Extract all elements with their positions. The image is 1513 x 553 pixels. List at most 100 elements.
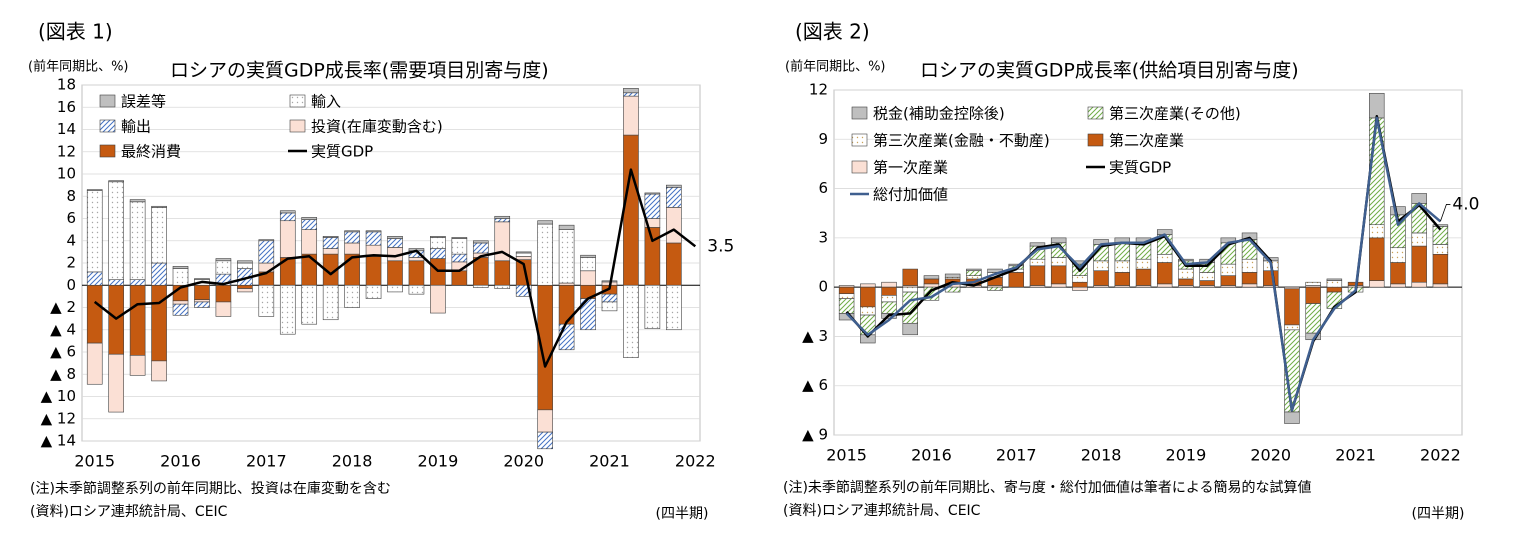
bar-segment: [1369, 237, 1385, 281]
bar-segment: [537, 409, 553, 433]
bar-segment: [558, 323, 575, 351]
bar-segment: [1326, 278, 1343, 281]
bar-segment: [344, 231, 360, 244]
bar-segment: [558, 282, 575, 286]
bar-segment: [129, 199, 146, 203]
bar-segment: [108, 279, 124, 286]
bar-segment: [1411, 193, 1427, 204]
figure-label: (図表 1): [38, 20, 113, 44]
bar-segment: [1390, 283, 1406, 288]
y-tick-label: 8: [66, 187, 76, 205]
y-tick-label: 3: [818, 228, 828, 246]
bar-segment: [860, 286, 876, 308]
bar-segment: [408, 260, 425, 286]
bar-segment: [215, 301, 232, 317]
legend-label: 総付加価値: [873, 186, 948, 204]
bar-segment: [344, 242, 360, 255]
y-tick-label: ▲ 9: [802, 426, 828, 444]
bar-segment: [365, 284, 382, 299]
legend-swatch: [99, 94, 116, 108]
bar-segment: [151, 207, 167, 264]
bar-segment: [666, 242, 682, 286]
bar-segment: [194, 301, 210, 308]
bar-segment: [344, 284, 360, 308]
x-tick-label: 2019: [1166, 446, 1207, 465]
legend-label: 実質GDP: [311, 143, 373, 161]
bar-segment: [1305, 286, 1321, 304]
bar-segment: [1156, 283, 1173, 288]
bar-segment: [881, 301, 897, 314]
bar-segment: [86, 271, 103, 286]
bar-segment: [215, 258, 232, 262]
bar-segment: [151, 360, 167, 382]
bar-segment: [258, 240, 275, 264]
y-tick-label: 4: [66, 231, 76, 249]
bar-segment: [365, 231, 382, 246]
x-tick-label: 2020: [503, 452, 544, 471]
bar-segment: [151, 284, 167, 362]
bar-segment: [537, 220, 553, 225]
legend-label: 投資(在庫変動含む): [311, 118, 443, 136]
bar-segment: [451, 270, 468, 286]
annotation: 4.0: [1452, 194, 1479, 214]
bar-segment: [558, 229, 575, 284]
y-tick-label: 0: [818, 278, 828, 296]
bar-segment: [1432, 244, 1449, 255]
bar-segment: [1241, 283, 1258, 288]
chart-title: ロシアの実質GDP成長率(需要項目別寄与度): [170, 60, 549, 82]
y-tick-label: 10: [57, 165, 76, 183]
bar-segment: [472, 242, 489, 254]
legend-label: 第三次産業(その他): [1109, 105, 1241, 123]
bar-segment: [515, 284, 532, 297]
bar-segment: [860, 306, 876, 316]
bar-segment: [129, 284, 146, 356]
figure-label: (図表 2): [795, 20, 870, 44]
x-tick-label: 2020: [1250, 446, 1291, 465]
bar-segment: [1156, 262, 1173, 285]
bar-segment: [1093, 270, 1109, 286]
y-tick-label: ▲ 2: [50, 298, 76, 316]
bar-segment: [881, 295, 897, 303]
bar-segment: [387, 260, 403, 286]
bar-segment: [666, 284, 682, 331]
bar-segment: [558, 284, 575, 325]
bar-segment: [1178, 278, 1194, 286]
bar-segment: [515, 252, 532, 257]
bar-segment: [494, 260, 511, 286]
bar-segment: [1390, 247, 1406, 263]
bar-segment: [129, 279, 146, 286]
bar-segment: [365, 256, 382, 286]
bar-segment: [1411, 281, 1427, 288]
bar-segment: [301, 284, 318, 325]
x-unit-label: (四半期): [656, 506, 709, 522]
y-tick-label: 2: [66, 254, 76, 272]
bar-segment: [580, 254, 596, 258]
bar-segment: [322, 248, 339, 255]
bar-segment: [108, 180, 124, 183]
legend-label: 第一次産業: [873, 159, 948, 177]
bar-segment: [279, 210, 296, 214]
y-tick-label: 6: [66, 209, 76, 227]
bar-segment: [279, 212, 296, 222]
bar-segment: [515, 251, 532, 254]
bar-segment: [1178, 258, 1194, 262]
y-tick-label: ▲ 14: [41, 432, 76, 450]
bar-segment: [1305, 303, 1321, 334]
bar-segment: [1199, 280, 1215, 286]
bar-segment: [881, 286, 897, 296]
legend-swatch: [851, 160, 868, 174]
x-unit-label: (四半期): [1412, 506, 1465, 522]
bar-segment: [1284, 324, 1300, 331]
bar-segment: [1326, 286, 1343, 293]
bar-segment: [1241, 258, 1258, 273]
annotation-leader: [1440, 204, 1451, 222]
x-tick-label: 2018: [332, 452, 373, 471]
bar-segment: [666, 187, 682, 208]
bar-segment: [387, 236, 403, 239]
unit-label: (前年同期比、%): [785, 59, 886, 75]
y-tick-label: ▲ 6: [50, 343, 76, 361]
bar-segment: [1156, 253, 1173, 263]
bar-segment: [129, 201, 146, 280]
bar-segment: [301, 217, 318, 220]
bar-segment: [86, 190, 103, 273]
